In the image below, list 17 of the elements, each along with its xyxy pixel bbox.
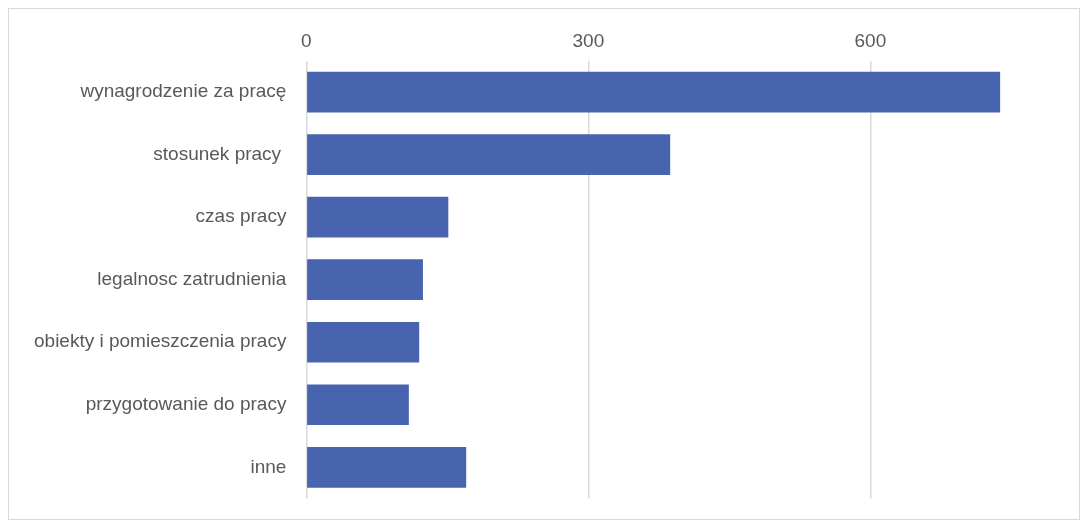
bar: [307, 134, 671, 175]
x-tick-label: 300: [572, 29, 605, 51]
y-tick-label: stosunek pracy: [153, 142, 287, 164]
y-tick-label: przygotowanie do pracy: [85, 393, 287, 415]
bar: [307, 447, 467, 488]
bar: [307, 321, 420, 363]
y-tick-label: obiekty i pomieszczenia pracy: [34, 330, 287, 352]
y-tick-label: legalnosc zatrudnienia: [97, 267, 287, 289]
bar: [307, 196, 449, 238]
bar: [307, 71, 1001, 113]
bar: [307, 384, 409, 426]
y-tick-label: czas pracy: [195, 205, 287, 227]
bar: [307, 259, 423, 301]
x-tick-label: 600: [854, 29, 887, 51]
y-tick-label: inne: [250, 455, 287, 477]
y-tick-label: wynagrodzenie za pracę: [79, 80, 287, 102]
x-tick-label: 0: [301, 29, 312, 51]
